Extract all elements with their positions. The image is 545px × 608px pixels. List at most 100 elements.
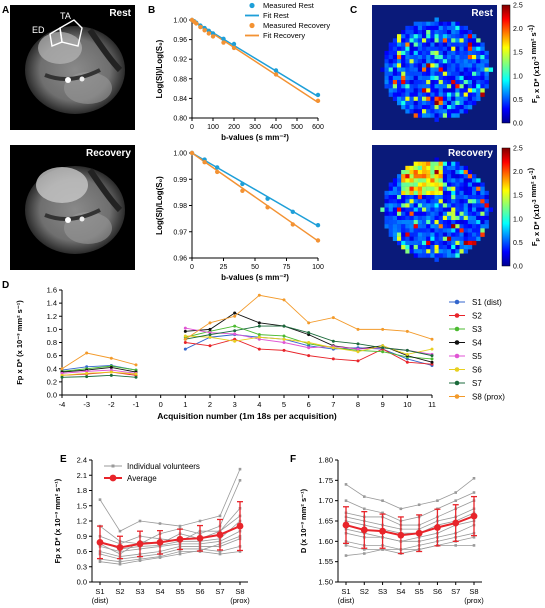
x-tick-label: -1 — [133, 400, 140, 409]
map-pixel — [488, 67, 494, 72]
map-pixel — [430, 59, 435, 64]
map-pixel — [484, 80, 489, 85]
map-pixel — [413, 161, 419, 167]
map-pixel — [438, 249, 444, 254]
map-pixel — [405, 232, 410, 237]
map-pixel — [417, 249, 423, 254]
map-pixel — [426, 211, 431, 217]
data-point — [356, 342, 360, 346]
individual-line — [345, 532, 475, 550]
roi-label-ed: ED — [32, 25, 45, 35]
panel-label-A: A — [2, 5, 9, 16]
map-pixel — [442, 88, 448, 93]
data-point — [109, 365, 113, 369]
map-pixel — [472, 182, 477, 187]
map-pixel — [447, 92, 452, 97]
map-pixel — [401, 190, 406, 196]
map-pixel — [417, 88, 423, 93]
map-pixel — [451, 100, 456, 106]
map-pixel — [467, 38, 473, 43]
data-point — [405, 348, 409, 352]
individual-line — [345, 500, 475, 526]
individual-point — [138, 559, 142, 562]
map-pixel — [422, 253, 427, 258]
individual-point — [454, 499, 458, 502]
map-pixel — [467, 211, 473, 217]
map-pixel — [463, 100, 469, 106]
individual-line — [345, 520, 475, 542]
map-pixel — [438, 211, 444, 217]
colorbar-tick-label: 1.5 — [513, 193, 523, 200]
data-point — [134, 363, 138, 367]
map-pixel — [463, 249, 469, 254]
map-pixel — [442, 92, 448, 97]
map-pixel — [405, 38, 410, 43]
map-pixel — [455, 232, 460, 237]
panel-label-D: D — [2, 280, 9, 291]
map-pixel — [422, 165, 427, 171]
map-pixel — [413, 186, 419, 192]
map-pixel — [405, 174, 410, 179]
series-line — [61, 366, 137, 373]
data-point — [282, 298, 286, 302]
map-pixel — [463, 178, 469, 183]
map-pixel — [455, 240, 460, 246]
map-pixel — [476, 46, 481, 52]
y-tick-label: 0.84 — [173, 96, 187, 103]
map-pixel — [434, 249, 439, 254]
map-pixel — [442, 253, 448, 258]
y-tick-label: 0.0 — [47, 391, 57, 400]
map-pixel — [422, 80, 427, 85]
map-pixel — [430, 88, 435, 93]
map-pixel — [455, 67, 460, 72]
data-point — [381, 350, 385, 354]
y-tick-label: 0.99 — [173, 177, 187, 184]
map-pixel — [417, 59, 423, 64]
y-tick-label: 0.98 — [173, 203, 187, 210]
data-point — [202, 159, 207, 165]
colorbar-tick-label: 0.5 — [513, 97, 523, 104]
map-pixel — [430, 92, 435, 97]
map-pixel — [442, 203, 448, 208]
map-pixel — [426, 161, 431, 167]
map-pixel — [447, 211, 452, 217]
map-pixel — [413, 84, 419, 89]
map-pixel — [447, 232, 452, 237]
map-pixel — [467, 182, 473, 187]
map-pixel — [447, 38, 452, 43]
map-pixel — [434, 25, 439, 31]
map-pixel — [472, 34, 477, 39]
map-pixel — [484, 190, 489, 196]
map-pixel — [484, 71, 489, 77]
map-pixel — [447, 178, 452, 183]
map-pixel — [417, 195, 423, 200]
map-pixel — [397, 215, 402, 221]
y-tick-label: 0.6 — [77, 547, 87, 556]
x-tick-label: S6 — [195, 587, 204, 596]
x-axis-title: b-values (s mm⁻²) — [221, 133, 289, 142]
data-point — [233, 329, 237, 333]
legend-marker — [249, 2, 255, 9]
map-pixel — [434, 224, 439, 229]
individual-point — [238, 550, 242, 553]
map-pixel — [463, 236, 469, 242]
map-pixel — [463, 165, 469, 171]
map-pixel — [442, 236, 448, 242]
map-pixel — [438, 165, 444, 171]
data-point — [381, 327, 385, 331]
y-tick-label: 0.6 — [47, 351, 57, 360]
map-pixel — [438, 109, 444, 114]
mri-recovery-image: Recovery — [10, 145, 135, 270]
map-pixel — [422, 203, 427, 208]
map-pixel — [442, 220, 448, 225]
legend-marker — [454, 326, 460, 332]
map-pixel — [459, 100, 464, 106]
map-pixel — [430, 42, 435, 47]
individual-point — [138, 557, 142, 561]
map-pixel — [447, 80, 452, 85]
data-point — [183, 341, 187, 344]
map-pixel — [384, 224, 389, 229]
map-pixel — [442, 96, 448, 102]
map-pixel — [447, 59, 452, 64]
map-pixel — [455, 100, 460, 106]
